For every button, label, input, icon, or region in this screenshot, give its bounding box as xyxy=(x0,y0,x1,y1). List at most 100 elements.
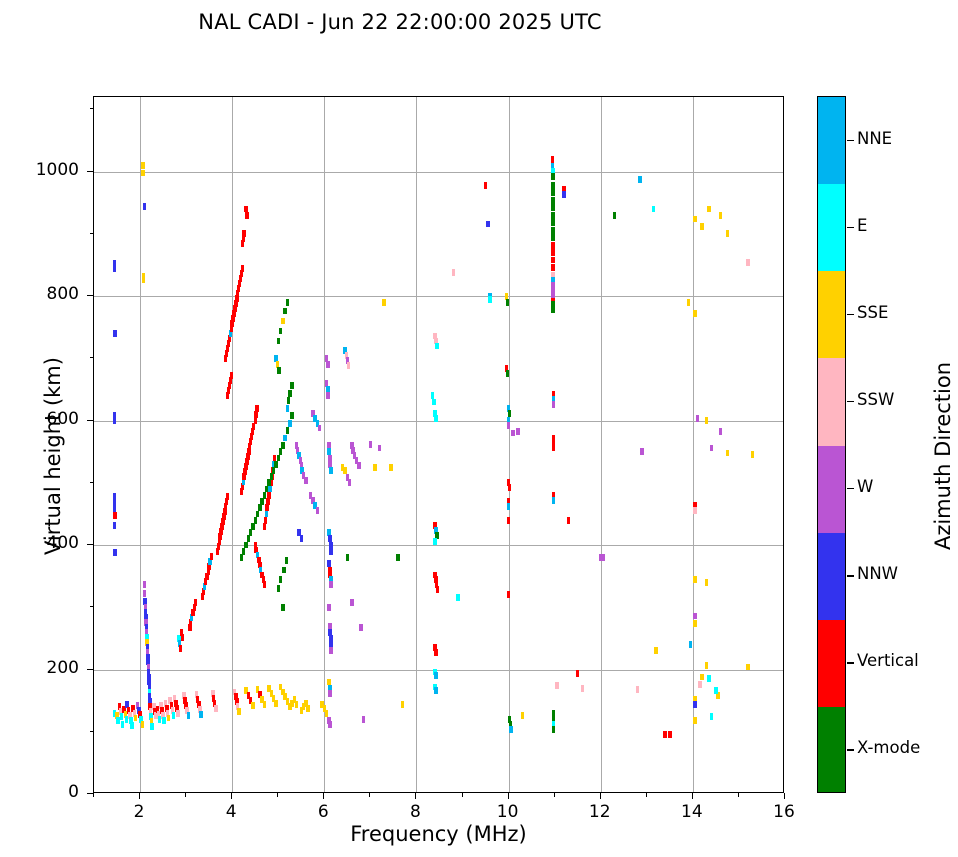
scatter-point xyxy=(161,712,165,719)
scatter-point xyxy=(148,703,152,711)
scatter-point xyxy=(226,387,231,395)
scatter-point xyxy=(144,623,149,631)
scatter-point xyxy=(207,562,211,570)
scatter-point xyxy=(433,537,437,545)
scatter-point xyxy=(434,414,438,422)
scatter-point xyxy=(704,662,709,670)
colorbar-segment-e[interactable] xyxy=(818,184,845,272)
colorbar-tick xyxy=(847,400,854,403)
scatter-point xyxy=(169,702,174,710)
scatter-point xyxy=(516,428,520,436)
scatter-point xyxy=(130,722,134,729)
scatter-point xyxy=(123,710,128,718)
scatter-point xyxy=(229,325,233,332)
x-tick xyxy=(323,793,325,799)
scatter-point xyxy=(251,522,255,530)
colorbar[interactable] xyxy=(817,96,846,793)
scatter-point xyxy=(232,310,236,317)
scatter-point xyxy=(224,498,229,505)
scatter-point xyxy=(253,541,257,549)
scatter-point xyxy=(223,354,228,362)
scatter-point xyxy=(508,720,513,728)
y-tick-minor xyxy=(89,481,93,483)
scatter-point xyxy=(250,428,255,436)
scatter-point xyxy=(551,196,555,204)
scatter-point xyxy=(506,404,511,412)
gridline-horizontal xyxy=(94,420,783,422)
scatter-point xyxy=(145,633,149,641)
colorbar-segment-nne[interactable] xyxy=(818,97,845,185)
scatter-point xyxy=(654,647,658,655)
scatter-point xyxy=(306,704,310,712)
scatter-point xyxy=(751,450,755,458)
scatter-point xyxy=(269,479,273,487)
scatter-point xyxy=(693,700,697,708)
scatter-point xyxy=(552,439,556,447)
scatter-point xyxy=(688,641,693,649)
scatter-point xyxy=(251,702,255,710)
scatter-point xyxy=(328,628,332,636)
scatter-point xyxy=(223,508,227,515)
colorbar-segment-x-mode[interactable] xyxy=(818,706,845,792)
x-tick-minor xyxy=(553,793,555,797)
scatter-point xyxy=(236,290,240,298)
scatter-point xyxy=(236,285,241,293)
scatter-point xyxy=(259,566,263,574)
scatter-point xyxy=(225,344,230,352)
scatter-point xyxy=(707,205,711,213)
scatter-point xyxy=(716,692,720,700)
scatter-point xyxy=(225,392,230,400)
scatter-point xyxy=(313,501,317,509)
scatter-point xyxy=(199,710,203,718)
scatter-point xyxy=(185,707,189,715)
scatter-point xyxy=(345,357,350,365)
gridline-vertical xyxy=(232,97,234,792)
colorbar-segment-nnw[interactable] xyxy=(818,532,845,620)
scatter-point xyxy=(260,695,264,703)
scatter-point xyxy=(301,703,306,711)
colorbar-segment-vertical[interactable] xyxy=(818,619,845,707)
scatter-point xyxy=(328,460,332,468)
scatter-point xyxy=(245,458,249,466)
scatter-point xyxy=(144,618,148,626)
x-tick-label: 4 xyxy=(225,802,237,822)
scatter-point xyxy=(248,697,253,705)
scatter-point xyxy=(244,541,248,549)
scatter-point xyxy=(239,488,244,495)
scatter-point xyxy=(226,340,231,347)
scatter-point xyxy=(274,460,278,468)
scatter-point xyxy=(373,464,377,472)
scatter-point xyxy=(324,379,329,387)
scatter-point xyxy=(580,684,585,692)
scatter-point xyxy=(240,483,245,490)
scatter-point xyxy=(174,699,178,707)
scatter-point xyxy=(288,389,292,397)
scatter-point xyxy=(143,603,148,611)
scatter-point xyxy=(228,330,233,337)
scatter-point xyxy=(284,557,289,565)
scatter-point xyxy=(267,479,271,487)
colorbar-tick xyxy=(847,662,854,664)
scatter-point xyxy=(232,688,237,696)
scatter-point xyxy=(286,397,291,405)
scatter-point xyxy=(282,566,286,574)
scatter-point xyxy=(128,712,132,719)
colorbar-segment-w[interactable] xyxy=(818,445,845,533)
colorbar-tick xyxy=(847,139,854,141)
scatter-point xyxy=(456,593,460,601)
scatter-point xyxy=(189,618,193,626)
scatter-point xyxy=(148,698,152,706)
scatter-point xyxy=(205,572,209,580)
scatter-point xyxy=(329,547,333,555)
colorbar-segment-ssw[interactable] xyxy=(818,358,845,446)
scatter-point xyxy=(327,603,331,611)
scatter-point xyxy=(506,479,511,487)
gridline-vertical xyxy=(324,97,326,792)
scatter-point xyxy=(693,215,697,223)
scatter-point xyxy=(300,466,304,474)
scatter-point xyxy=(709,444,714,452)
x-tick-minor xyxy=(93,793,94,797)
scatter-point xyxy=(704,417,709,425)
y-tick-minor xyxy=(89,108,93,110)
colorbar-segment-sse[interactable] xyxy=(818,271,845,359)
